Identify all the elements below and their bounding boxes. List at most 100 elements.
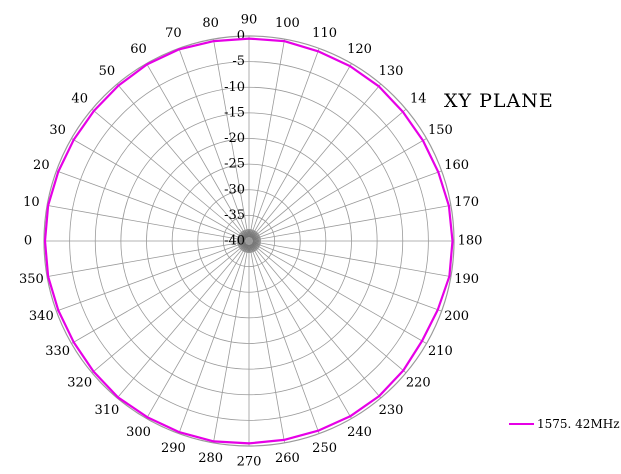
series-line	[43, 37, 454, 445]
grid-hub-tick	[252, 236, 261, 240]
angle-tick-label: 170	[454, 195, 479, 210]
grid-spoke	[248, 48, 320, 242]
radial-tick-label: -15	[224, 105, 245, 120]
grid-spoke	[248, 39, 285, 242]
grid-spoke	[248, 240, 285, 443]
grid-hub-tick	[251, 233, 259, 239]
grid-hub-tick	[250, 229, 254, 238]
radial-tick-label: -40	[224, 234, 245, 249]
grid-hub-tick	[237, 236, 246, 240]
grid-hub-tick	[250, 244, 254, 253]
grid-hub-tick	[250, 230, 256, 238]
legend: 1575. 42MHz	[509, 416, 620, 432]
grid-hub-tick	[249, 244, 252, 253]
grid-hub-tick	[237, 235, 246, 240]
angle-tick-label: 14	[410, 91, 427, 106]
grid-spoke	[248, 138, 427, 242]
angle-tick-label: 190	[454, 272, 479, 287]
grid-hub-tick	[238, 233, 246, 239]
grid-hub-tick	[251, 243, 259, 249]
grid-spoke	[248, 240, 407, 374]
grid-spoke	[248, 240, 451, 277]
grid-hub-tick	[237, 241, 246, 245]
angle-tick-label: 160	[444, 158, 469, 173]
grid-spoke	[248, 63, 352, 242]
angle-tick-label: 340	[29, 309, 54, 324]
grid-hub-tick	[237, 241, 246, 244]
angle-tick-label: 290	[161, 441, 186, 456]
angle-tick-label: 180	[458, 234, 483, 249]
angle-tick-label: 110	[312, 26, 337, 41]
grid-hub-tick	[249, 229, 252, 238]
grid-spoke	[146, 240, 250, 419]
grid-hub-tick	[237, 238, 246, 241]
angle-tick-label: 60	[130, 42, 147, 57]
grid-spoke	[248, 240, 352, 419]
grid-hub-tick	[251, 232, 258, 239]
grid-spoke	[47, 205, 250, 242]
grid-spoke	[91, 240, 250, 374]
angle-tick-label: 310	[95, 403, 120, 418]
radial-tick-label: 0	[237, 29, 245, 44]
grid-spoke	[248, 240, 320, 434]
grid-hub-tick	[238, 242, 246, 248]
radial-tick-label: -10	[224, 80, 245, 95]
grid-hub-tick	[251, 230, 257, 238]
grid-hub-tick	[249, 229, 253, 238]
grid-hub-tick	[243, 244, 248, 253]
grid-spoke	[213, 240, 250, 443]
grid-hub-tick	[237, 242, 246, 246]
grid-hub-tick	[251, 231, 257, 239]
angle-tick-label: 350	[19, 272, 44, 287]
grid-spoke	[56, 170, 250, 242]
angle-tick-label: 30	[49, 123, 66, 138]
grid-spoke	[248, 240, 427, 344]
angle-tick-label: 240	[347, 425, 372, 440]
grid-hub-tick	[248, 244, 251, 253]
grid-hub-tick	[252, 241, 261, 245]
grid-hub-tick	[245, 244, 249, 253]
angle-tick-label: 150	[428, 123, 453, 138]
angle-tick-label: 50	[99, 64, 116, 79]
grid-spoke	[56, 240, 250, 312]
grid-spoke	[178, 48, 250, 242]
angle-tick-label: 10	[23, 195, 40, 210]
grid-hub-tick	[242, 244, 248, 252]
grid-hub-tick	[243, 229, 248, 238]
grid-hub-tick	[238, 234, 246, 240]
angle-tick-label: 320	[67, 376, 92, 391]
angle-tick-label: 90	[241, 13, 258, 28]
grid-hub-tick	[242, 230, 248, 238]
grid-hub-tick	[241, 231, 247, 239]
grid-hub-tick	[252, 243, 260, 249]
radial-tick-label: -20	[224, 131, 245, 146]
grid-hub-tick	[251, 243, 258, 250]
angle-tick-label: 70	[165, 26, 182, 41]
legend-swatch	[509, 423, 534, 425]
grid-hub-tick	[252, 242, 261, 246]
radial-tick-label: -25	[224, 157, 245, 172]
grid-spoke	[248, 205, 451, 242]
grid-hub-tick	[249, 244, 253, 253]
grid-hub-tick	[247, 244, 250, 253]
radial-tick-label: -5	[232, 54, 245, 69]
grid-spoke	[248, 170, 442, 242]
grid-hub-tick	[239, 233, 247, 239]
grid-hub-tick	[252, 240, 261, 243]
grid-hub-tick	[237, 242, 246, 247]
grid-hub-tick	[241, 244, 247, 252]
angle-tick-label: 250	[312, 441, 337, 456]
grid-spoke	[248, 83, 382, 242]
grid-hub-tick	[237, 237, 246, 241]
angle-tick-label: 300	[126, 425, 151, 440]
grid-hub-tick	[244, 229, 248, 238]
grid-hub-tick	[246, 244, 249, 253]
angle-tick-label: 80	[202, 16, 219, 31]
grid-spoke	[116, 83, 250, 242]
angle-tick-label: 0	[24, 234, 32, 249]
angle-tick-label: 40	[71, 91, 88, 106]
grid-spoke	[146, 63, 250, 242]
angle-tick-label: 100	[275, 16, 300, 31]
series-layer	[43, 37, 454, 445]
grid-spoke	[91, 108, 250, 242]
